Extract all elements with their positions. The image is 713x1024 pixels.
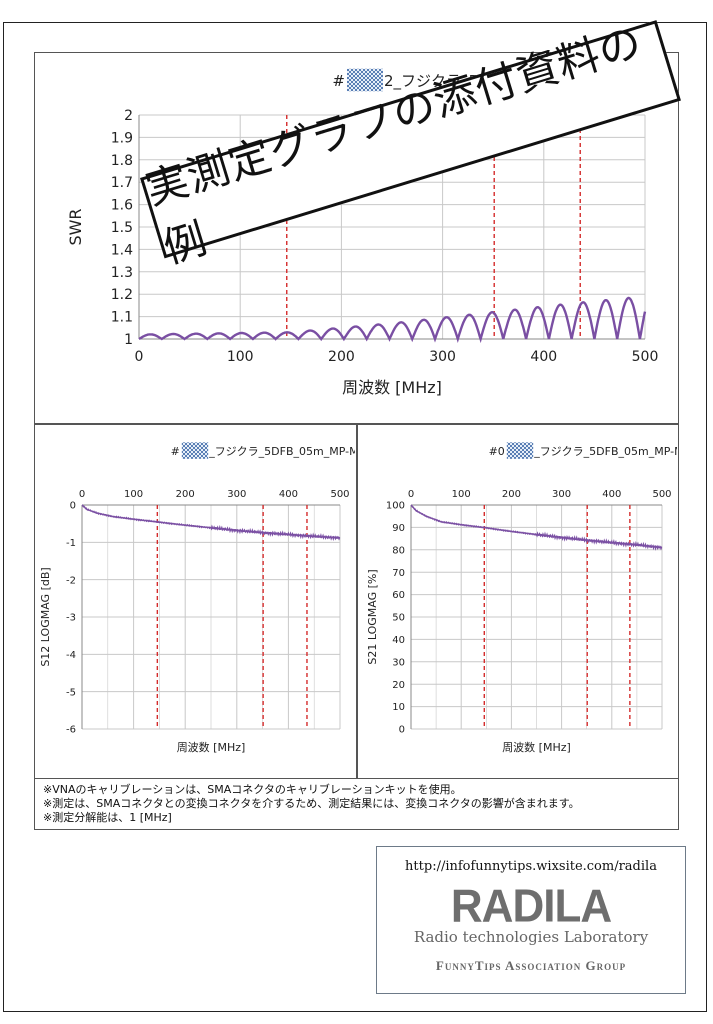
- y-tick-label: 1.6: [111, 198, 133, 214]
- y-tick-label: 1.5: [111, 220, 133, 236]
- chart-title-left: #: [171, 445, 180, 458]
- y-tick-label: 1.7: [111, 175, 133, 191]
- s12-chart-panel: # _フジクラ_5DFB_05m_MP-MP 0 100 200 300 400 500 0 -1…: [34, 424, 366, 780]
- y-tick-label: 70: [392, 568, 405, 579]
- x-tick-label: 200: [176, 489, 195, 500]
- chart-title-left: #: [332, 72, 345, 90]
- y-tick-label: 90: [392, 523, 405, 534]
- x-axis-label: 周波数 [MHz]: [342, 378, 442, 397]
- y-tick-label: 1: [124, 332, 133, 348]
- chart-title-right: _フジクラ_5DFB_05m_MP-MP: [208, 445, 355, 458]
- y-tick-label: 50: [392, 613, 405, 624]
- x-tick-label: 400: [279, 489, 298, 500]
- y-axis-label: S12 LOGMAG [dB]: [39, 567, 52, 666]
- chart-title: #0 _フジクラ_5DFB_05m_MP-MP: [489, 442, 691, 459]
- y-tick-label: 10: [392, 702, 405, 713]
- x-tick-label: 0: [79, 489, 85, 500]
- y-tick-label: -5: [66, 687, 76, 698]
- x-tick-label: 300: [552, 489, 571, 500]
- logo-group: FunnyTips Association Group: [435, 958, 627, 973]
- y-tick-label: 2: [124, 108, 133, 124]
- y-tick-label: -2: [66, 575, 76, 586]
- chart-title-left: #0: [489, 445, 505, 458]
- x-tick-label: 300: [227, 489, 246, 500]
- y-axis-label: S21 LOGMAG [%]: [366, 569, 379, 664]
- y-tick-label: 0: [70, 501, 76, 512]
- x-axis-label: 周波数 [MHz]: [177, 741, 246, 754]
- s21-chart: #0 _フジクラ_5DFB_05m_MP-MP0 100 200 300 400 50010…: [366, 442, 691, 754]
- x-tick-label: 0: [135, 349, 144, 365]
- note-resolution: ※測定分解能は、1 [MHz]: [43, 811, 172, 824]
- y-tick-label: -6: [66, 725, 76, 736]
- logo-subtitle: Radio technologies Laboratory: [413, 928, 649, 946]
- notes-panel: ※VNAのキャリブレーションは、SMAコネクタのキャリブレーションキットを使用。…: [34, 778, 679, 830]
- y-tick-label: -1: [66, 538, 76, 549]
- series-line-s21: [410, 504, 663, 551]
- series-line-s12: [81, 504, 341, 542]
- x-tick-label: 100: [124, 489, 143, 500]
- x-tick-label: 200: [328, 349, 355, 365]
- y-tick-label: 80: [392, 545, 405, 556]
- y-tick-label: 20: [392, 680, 405, 691]
- chart-title-right: _フジクラ_5DFB_05m_MP-MP: [533, 445, 677, 458]
- y-tick-label: 60: [392, 590, 405, 601]
- x-tick-label: 500: [632, 349, 659, 365]
- y-tick-label: 40: [392, 635, 405, 646]
- note-calibration: ※VNAのキャリブレーションは、SMAコネクタのキャリブレーションキットを使用。: [43, 783, 462, 796]
- redaction-block: [506, 442, 534, 459]
- y-tick-label: -3: [66, 613, 76, 624]
- y-tick-label: 1.8: [111, 153, 133, 169]
- y-tick-label: 1.9: [111, 130, 133, 146]
- series-line-swr: [138, 296, 647, 344]
- y-tick-label: 1.1: [111, 310, 133, 326]
- x-axis-label: 周波数 [MHz]: [502, 741, 571, 754]
- y-tick-label: 0: [399, 725, 405, 736]
- x-tick-label: 500: [652, 489, 671, 500]
- y-tick-label: 1.3: [111, 265, 133, 281]
- note-adapter: ※測定は、SMAコネクタとの変換コネクタを介するため、測定結果には、変換コネクタ…: [43, 797, 580, 810]
- logo-name: RADILA: [450, 880, 612, 933]
- x-tick-label: 500: [330, 489, 349, 500]
- y-tick-label: 1.4: [111, 242, 133, 258]
- page-border: [3, 22, 707, 1012]
- y-tick-label: 1.2: [111, 287, 133, 303]
- logo-url: http://infofunnytips.wixsite.com/radila: [405, 859, 657, 874]
- x-tick-label: 400: [602, 489, 621, 500]
- x-tick-label: 400: [530, 349, 557, 365]
- y-axis-label: SWR: [66, 208, 85, 245]
- y-tick-label: -4: [66, 650, 76, 661]
- x-tick-label: 100: [227, 349, 254, 365]
- x-tick-label: 200: [502, 489, 521, 500]
- s12-chart: # _フジクラ_5DFB_05m_MP-MP 0 100 200 300 400 500 0 -1…: [39, 442, 366, 754]
- chart-title: # _フジクラ_5DFB_05m_MP-MP: [171, 442, 366, 459]
- x-tick-label: 100: [452, 489, 471, 500]
- y-tick-label: 30: [392, 657, 405, 668]
- x-tick-label: 0: [408, 489, 414, 500]
- radila-logo-box: http://infofunnytips.wixsite.com/radila …: [376, 846, 686, 994]
- s21-chart-panel: #0 _フジクラ_5DFB_05m_MP-MP 0 100 200 300 400 500 10…: [357, 424, 691, 780]
- x-tick-label: 300: [429, 349, 456, 365]
- y-tick-label: 100: [386, 501, 405, 512]
- redaction-block: [181, 442, 209, 459]
